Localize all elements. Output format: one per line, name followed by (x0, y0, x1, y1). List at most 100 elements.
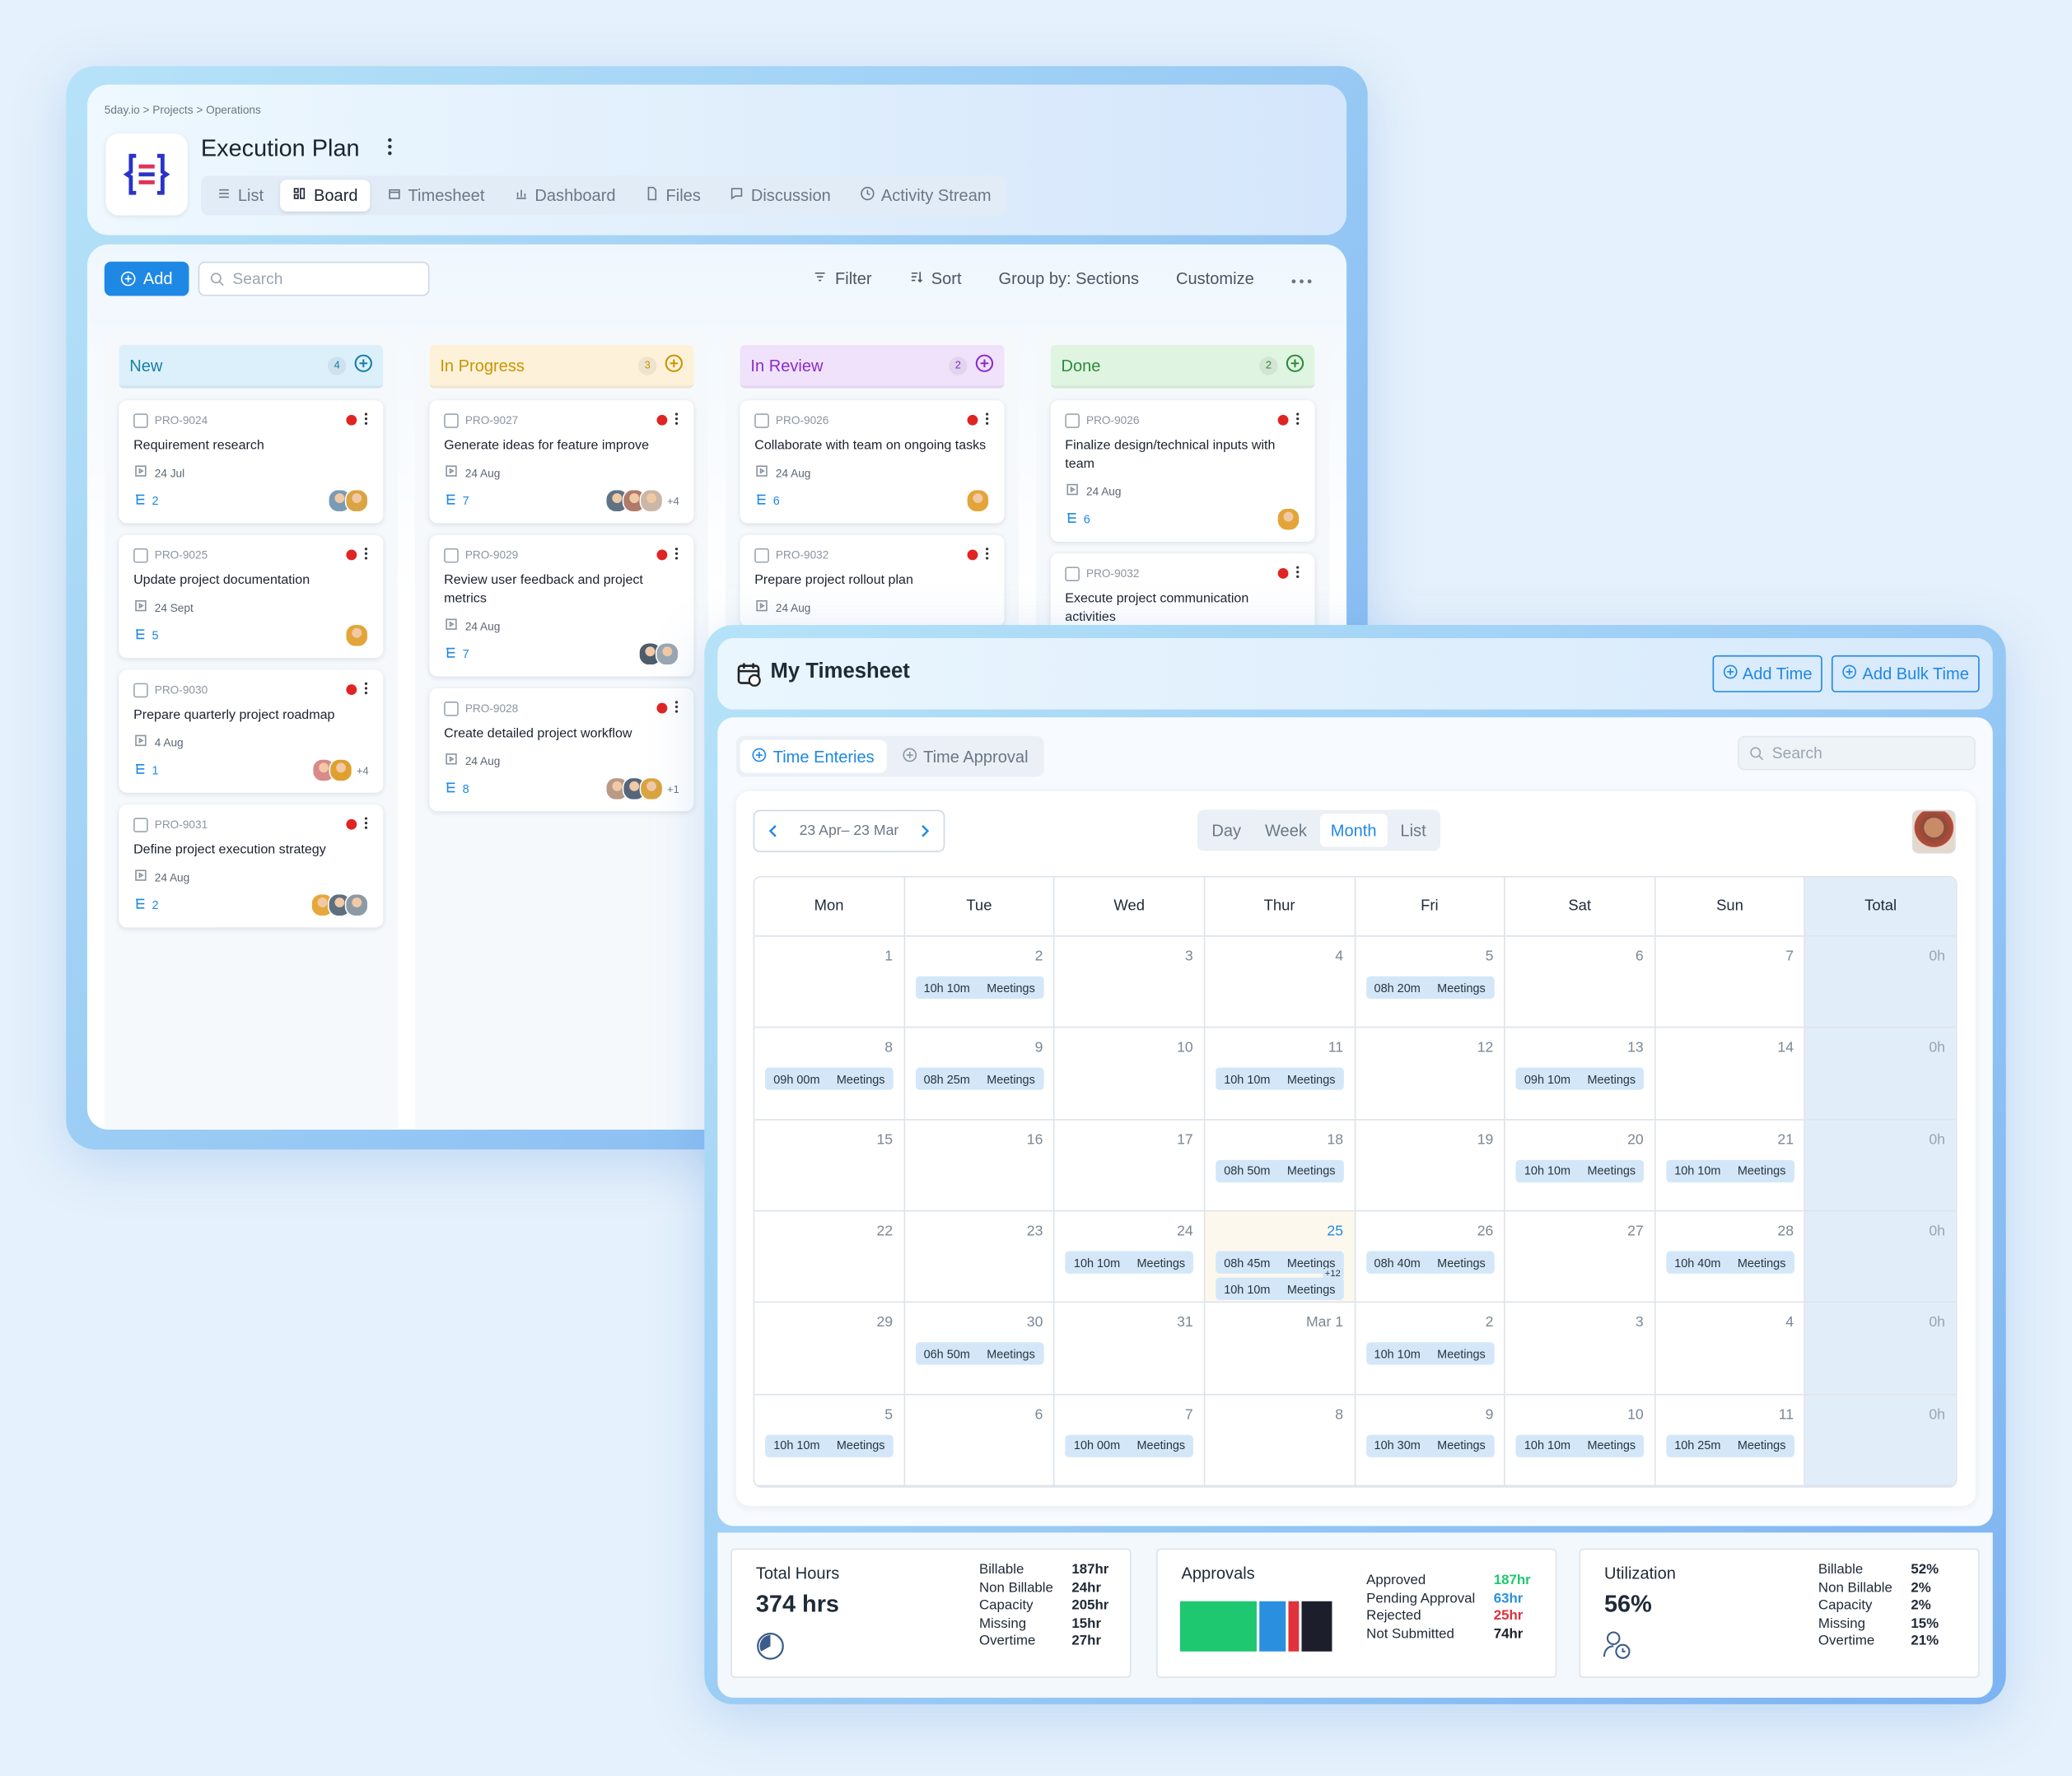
time-entry[interactable]: 08h 45m Meetings (1216, 1251, 1344, 1274)
next-button[interactable] (920, 824, 931, 837)
day-cell[interactable]: 12 (1355, 1028, 1505, 1121)
time-entry[interactable]: 06h 50m Meetings (915, 1342, 1044, 1366)
tab[interactable]: Discussion (718, 179, 843, 212)
time-entry[interactable]: 10h 10m Meetings (1665, 1159, 1794, 1182)
day-cell[interactable]: 2 10h 10m Meetings (904, 936, 1055, 1028)
checkbox[interactable] (444, 413, 459, 428)
time-entry[interactable]: 08h 40m Meetings (1365, 1251, 1495, 1274)
day-cell[interactable]: 17 (1054, 1120, 1206, 1212)
toolbar-action[interactable]: Customize (1176, 269, 1254, 287)
view-option[interactable]: Week (1264, 821, 1307, 840)
add-card[interactable] (354, 354, 372, 376)
day-cell[interactable]: 23 (904, 1211, 1055, 1303)
card-menu[interactable] (674, 413, 679, 428)
day-cell[interactable]: 6 (904, 1394, 1055, 1487)
tab[interactable]: Dashboard (502, 179, 628, 212)
checkbox[interactable] (133, 548, 148, 562)
search-box[interactable]: Search (198, 261, 430, 296)
more-actions[interactable] (1291, 269, 1313, 287)
view-option[interactable]: Month (1319, 813, 1388, 847)
day-cell[interactable]: 27 (1505, 1211, 1656, 1303)
day-cell[interactable]: 3 (1505, 1303, 1656, 1395)
time-entry[interactable]: 10h 30m Meetings (1365, 1434, 1495, 1457)
view-option[interactable]: List (1400, 821, 1426, 840)
time-entry[interactable]: 10h 10m Meetings (1365, 1342, 1495, 1366)
task-card[interactable]: PRO-9030 Prepare quarterly project roadma… (119, 669, 384, 793)
day-cell[interactable]: 19 (1355, 1120, 1505, 1212)
card-menu[interactable] (674, 700, 679, 716)
day-cell[interactable]: 28 10h 40m Meetings (1655, 1211, 1806, 1303)
tab[interactable]: Files (632, 179, 712, 212)
checkbox[interactable] (444, 701, 459, 716)
tab[interactable]: Board (280, 179, 370, 212)
timesheet-button[interactable]: Add Time (1711, 655, 1823, 692)
add-card[interactable] (975, 354, 994, 376)
day-cell[interactable]: 5 10h 10m Meetings (754, 1394, 905, 1487)
day-cell[interactable]: 16 (904, 1120, 1055, 1212)
card-menu[interactable] (363, 817, 368, 832)
day-cell[interactable]: 4 (1205, 936, 1356, 1028)
time-entry[interactable]: 10h 10m Meetings (1216, 1277, 1344, 1300)
day-cell[interactable]: 9 10h 30m Meetings (1355, 1394, 1505, 1487)
time-entry[interactable]: 09h 00m Meetings (765, 1068, 894, 1091)
time-entry[interactable]: 10h 10m Meetings (1515, 1434, 1645, 1457)
day-cell[interactable]: Mar 1 (1205, 1303, 1356, 1395)
card-menu[interactable] (363, 413, 368, 428)
time-entry[interactable]: 10h 25m Meetings (1665, 1434, 1794, 1457)
time-entry[interactable]: 10h 10m Meetings (1216, 1068, 1344, 1091)
day-cell[interactable]: 10 (1054, 1028, 1206, 1121)
checkbox[interactable] (754, 413, 769, 428)
day-cell[interactable]: 21 10h 10m Meetings (1655, 1120, 1806, 1212)
task-card[interactable]: PRO-9027 Generate ideas for feature impro… (429, 400, 694, 524)
tab[interactable]: Activity Stream (848, 179, 1003, 212)
tab[interactable]: List (205, 179, 276, 212)
day-cell[interactable]: 13 09h 10m Meetings (1505, 1028, 1656, 1121)
checkbox[interactable] (133, 413, 148, 428)
day-cell[interactable]: 14 (1655, 1028, 1806, 1121)
card-menu[interactable] (984, 547, 989, 562)
day-cell[interactable]: 25 08h 45m Meetings 10h 10m Meetings +12 (1205, 1211, 1356, 1303)
breadcrumb[interactable]: 5day.io > Projects > Operations (104, 103, 261, 117)
time-entry[interactable]: 08h 20m Meetings (1365, 976, 1495, 1000)
add-card[interactable] (665, 354, 684, 376)
day-cell[interactable]: 4 (1655, 1303, 1806, 1395)
day-cell[interactable]: 22 (754, 1211, 905, 1303)
day-cell[interactable]: 11 10h 25m Meetings (1655, 1394, 1806, 1487)
task-card[interactable]: PRO-9024 Requirement research 24 Jul 2 (119, 400, 384, 524)
checkbox[interactable] (1065, 566, 1080, 581)
add-card[interactable] (1286, 354, 1304, 376)
day-cell[interactable]: 24 10h 10m Meetings (1054, 1211, 1206, 1303)
day-cell[interactable]: 29 (754, 1303, 905, 1395)
checkbox[interactable] (133, 817, 148, 832)
day-cell[interactable]: 11 10h 10m Meetings (1205, 1028, 1356, 1121)
card-menu[interactable] (1295, 413, 1300, 428)
time-entry[interactable]: 09h 10m Meetings (1515, 1068, 1645, 1091)
day-cell[interactable]: 26 08h 40m Meetings (1355, 1211, 1505, 1303)
time-entry[interactable]: 10h 10m Meetings (1065, 1251, 1194, 1274)
day-cell[interactable]: 15 (754, 1120, 905, 1212)
toolbar-action[interactable]: Filter (813, 269, 872, 288)
card-menu[interactable] (363, 547, 368, 562)
day-cell[interactable]: 8 09h 00m Meetings (754, 1028, 905, 1121)
checkbox[interactable] (444, 548, 459, 562)
card-menu[interactable] (1295, 566, 1300, 581)
timesheet-button[interactable]: Add Bulk Time (1832, 655, 1980, 692)
task-card[interactable]: PRO-9025 Update project documentation 24 S… (119, 534, 384, 659)
prev-button[interactable] (768, 824, 778, 837)
checkbox[interactable] (133, 682, 148, 697)
time-entry[interactable]: 10h 40m Meetings (1665, 1251, 1794, 1274)
day-cell[interactable]: 6 (1505, 936, 1656, 1028)
toolbar-action[interactable]: Sort (908, 269, 962, 288)
toolbar-action[interactable]: Group by: Sections (999, 269, 1140, 287)
view-option[interactable]: Day (1211, 821, 1242, 840)
timesheet-search[interactable]: Search (1738, 735, 1976, 771)
timesheet-tab[interactable]: Time Approval (890, 740, 1040, 773)
day-cell[interactable]: 5 08h 20m Meetings (1355, 936, 1505, 1028)
day-cell[interactable]: 31 (1054, 1303, 1206, 1395)
day-cell[interactable]: 30 06h 50m Meetings (904, 1303, 1055, 1395)
day-cell[interactable]: 2 10h 10m Meetings (1355, 1303, 1505, 1395)
checkbox[interactable] (1065, 413, 1080, 428)
add-button[interactable]: Add (104, 261, 189, 296)
user-avatar[interactable] (1911, 809, 1956, 854)
more-menu[interactable] (386, 138, 394, 156)
